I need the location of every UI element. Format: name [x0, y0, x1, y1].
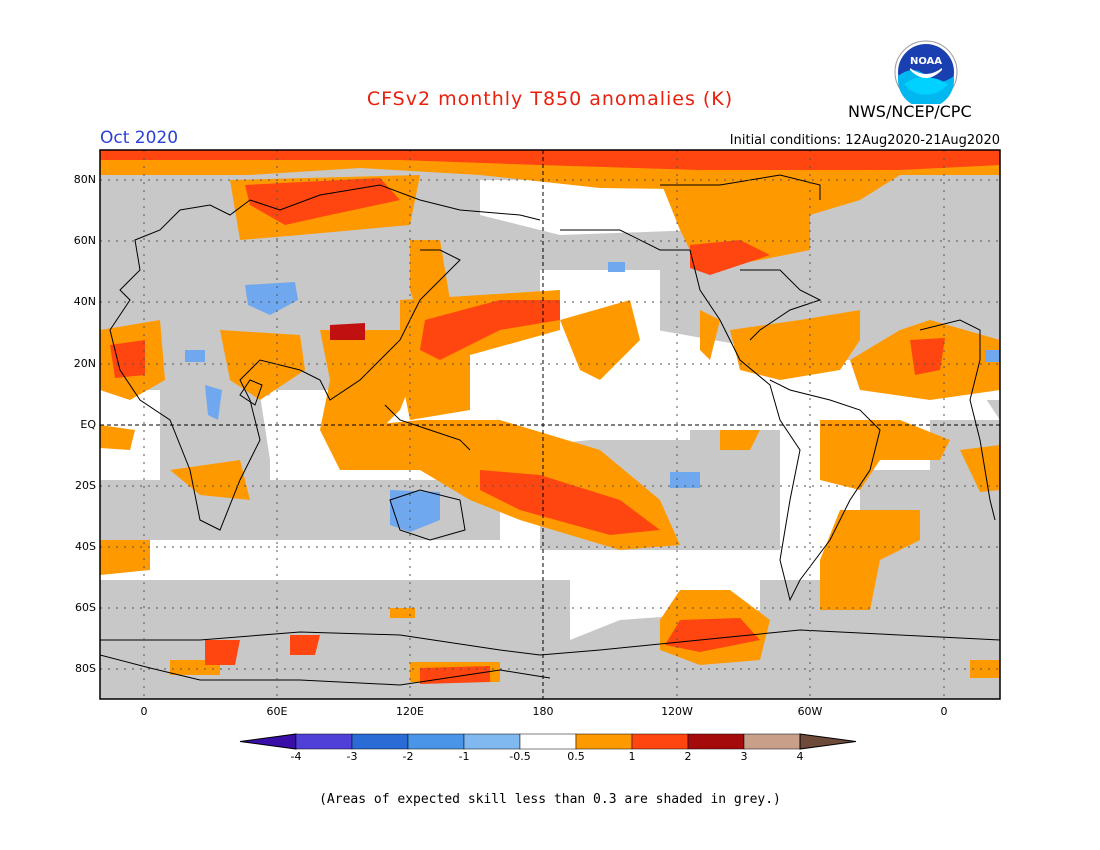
lat-label-80s: 80S [75, 662, 96, 675]
lat-label-40n: 40N [73, 295, 96, 308]
colorbar-label: -2 [402, 750, 414, 763]
lat-label-80n: 80N [73, 173, 96, 186]
initial-conditions: Initial conditions: 12Aug2020-21Aug2020 [729, 133, 1000, 148]
lon-label-120w: 120W [661, 705, 693, 718]
lon-label-60e: 60E [266, 705, 288, 718]
skill-footnote: (Areas of expected skill less than 0.3 a… [319, 792, 781, 807]
valid-month: Oct 2020 [100, 128, 179, 148]
colorbar-label: 2 [684, 750, 692, 763]
colorbar-label: 4 [796, 750, 804, 763]
colorbar-swatch [631, 733, 689, 750]
colorbar [239, 733, 857, 750]
noaa-logo-icon: NOAA [894, 40, 958, 104]
colorbar-arrow-low [239, 733, 297, 750]
colorbar-swatch [351, 733, 409, 750]
colorbar-swatch [743, 733, 801, 750]
logo-text: NOAA [910, 56, 942, 67]
lat-label-20s: 20S [75, 479, 96, 492]
lat-label-60s: 60S [75, 601, 96, 614]
colorbar-swatch [295, 733, 353, 750]
graticule [100, 150, 1000, 699]
lon-label-180: 180 [532, 705, 554, 718]
lat-label-40s: 40S [75, 540, 96, 553]
colorbar-swatch [687, 733, 745, 750]
colorbar-swatch [407, 733, 465, 750]
agency-label: NWS/NCEP/CPC [848, 102, 972, 121]
colorbar-label: 0.5 [567, 750, 585, 763]
chart-title: CFSv2 monthly T850 anomalies (K) [366, 88, 734, 110]
colorbar-swatch [519, 733, 577, 750]
lat-label-20n: 20N [73, 357, 96, 370]
colorbar-label: 3 [740, 750, 748, 763]
lat-label-60n: 60N [73, 234, 96, 247]
lon-label-0-west: 0 [140, 705, 148, 718]
colorbar-swatch [463, 733, 521, 750]
lon-label-60w: 60W [797, 705, 823, 718]
lat-label-eq: EQ [80, 418, 96, 431]
lon-label-120e: 120E [396, 705, 424, 718]
colorbar-swatch [575, 733, 633, 750]
colorbar-label: -3 [346, 750, 358, 763]
colorbar-label: -4 [290, 750, 302, 763]
lon-label-0-east: 0 [940, 705, 948, 718]
map-frame [99, 149, 1001, 700]
cool-anomaly [185, 262, 1000, 532]
colorbar-label: -0.5 [509, 750, 531, 763]
colorbar-arrow-high [799, 733, 857, 750]
colorbar-label: -1 [458, 750, 470, 763]
colorbar-label: 1 [628, 750, 636, 763]
coastlines [100, 174, 1000, 686]
